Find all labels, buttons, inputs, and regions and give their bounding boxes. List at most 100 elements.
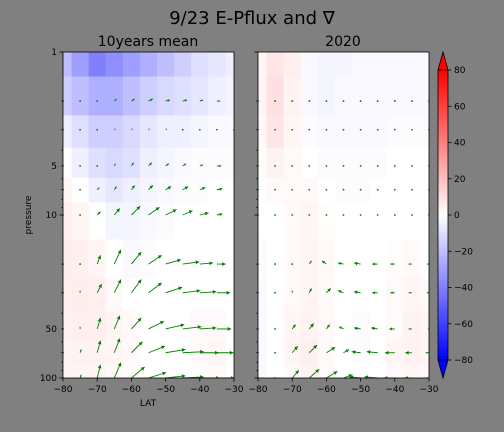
field-cell [386,52,404,78]
field-cell [403,76,422,117]
field-cell [63,52,73,78]
field-cell [352,310,370,342]
flux-arrow [274,188,276,191]
field-cell [88,310,107,342]
field-cell [71,52,90,78]
field-cell [122,202,141,241]
colorbar-tick-label: 80 [454,66,466,76]
field-cell [63,177,73,203]
flux-arrow [291,165,294,167]
field-cell [225,310,234,342]
flux-arrow [113,338,121,353]
field-cell [139,340,158,366]
field-cell [174,115,192,149]
field-cell [63,340,73,366]
flux-arrow [343,374,353,378]
field-cell [300,340,319,366]
field-cell [334,147,353,179]
field-cell [317,115,336,149]
flux-arrow [393,165,396,167]
field-cell [283,365,302,378]
flux-arrow [366,350,378,354]
flux-arrow [216,128,218,131]
flux-arrow [182,260,200,265]
field-cell [71,365,90,378]
flux-arrow [376,188,379,191]
field-cell [157,177,175,203]
field-cell [403,365,422,378]
field-cell [266,52,285,78]
flux-arrow [113,249,122,265]
field-cell [139,147,158,179]
field-cell [105,177,124,203]
field-cell [403,52,422,78]
flux-arrow [274,128,276,131]
field-cell [105,365,124,378]
flux-arrow [96,187,100,191]
field-cell [283,76,302,117]
field-cell [369,365,387,378]
flux-arrow [274,291,276,294]
field-cell [352,52,370,78]
field-cell [122,340,141,366]
field-cell [63,76,73,117]
flux-arrow [199,211,209,216]
flux-arrow [131,279,142,294]
field-cell [208,278,227,312]
field-cell [258,310,268,342]
flux-arrow [308,344,318,354]
flux-arrow [148,254,162,265]
field-cell [283,310,302,342]
flux-arrow [198,128,201,131]
field-cell [191,202,209,241]
field-cell [300,278,319,312]
field-cell [225,365,234,378]
field-cell [225,76,234,117]
field-cell [334,365,353,378]
flux-arrow [113,163,116,167]
flux-arrow [96,128,99,131]
flux-arrow [359,214,362,216]
field-cell [88,340,107,366]
flux-arrow [326,288,332,294]
flux-arrow [308,260,312,265]
flux-arrow [405,350,412,355]
field-cell [258,177,268,203]
flux-arrow [326,346,336,354]
field-cell [225,147,234,179]
field-cell [88,239,107,280]
flux-arrow [325,165,328,167]
flux-arrow [96,340,102,353]
colorbar-tick-label: −20 [454,247,473,257]
flux-arrow [376,214,379,216]
field-cell [403,310,422,342]
field-cell [386,147,404,179]
flux-arrow [308,214,311,216]
field-cell [174,239,192,280]
colorbar-extend-max [437,50,449,71]
field-cell [157,340,175,366]
flux-arrow [274,328,276,330]
flux-arrow [199,187,206,191]
field-cell [334,340,353,366]
field-cell [352,340,370,366]
field-cell [122,52,141,78]
flux-arrow [131,162,134,167]
field-cell [63,202,73,241]
flux-arrow [359,165,362,167]
field-cell [139,115,158,149]
field-cell [174,278,192,312]
field-cell [105,239,124,280]
field-cell [157,365,175,378]
flux-arrow [79,374,82,378]
field-cell [266,310,285,342]
flux-arrow [131,251,142,265]
flux-arrow [199,261,214,266]
flux-arrow [376,128,379,131]
field-cell [283,147,302,179]
field-cell [317,310,336,342]
colorbar-extend-min [437,359,449,380]
field-cell [386,202,404,241]
flux-arrow [131,98,135,102]
